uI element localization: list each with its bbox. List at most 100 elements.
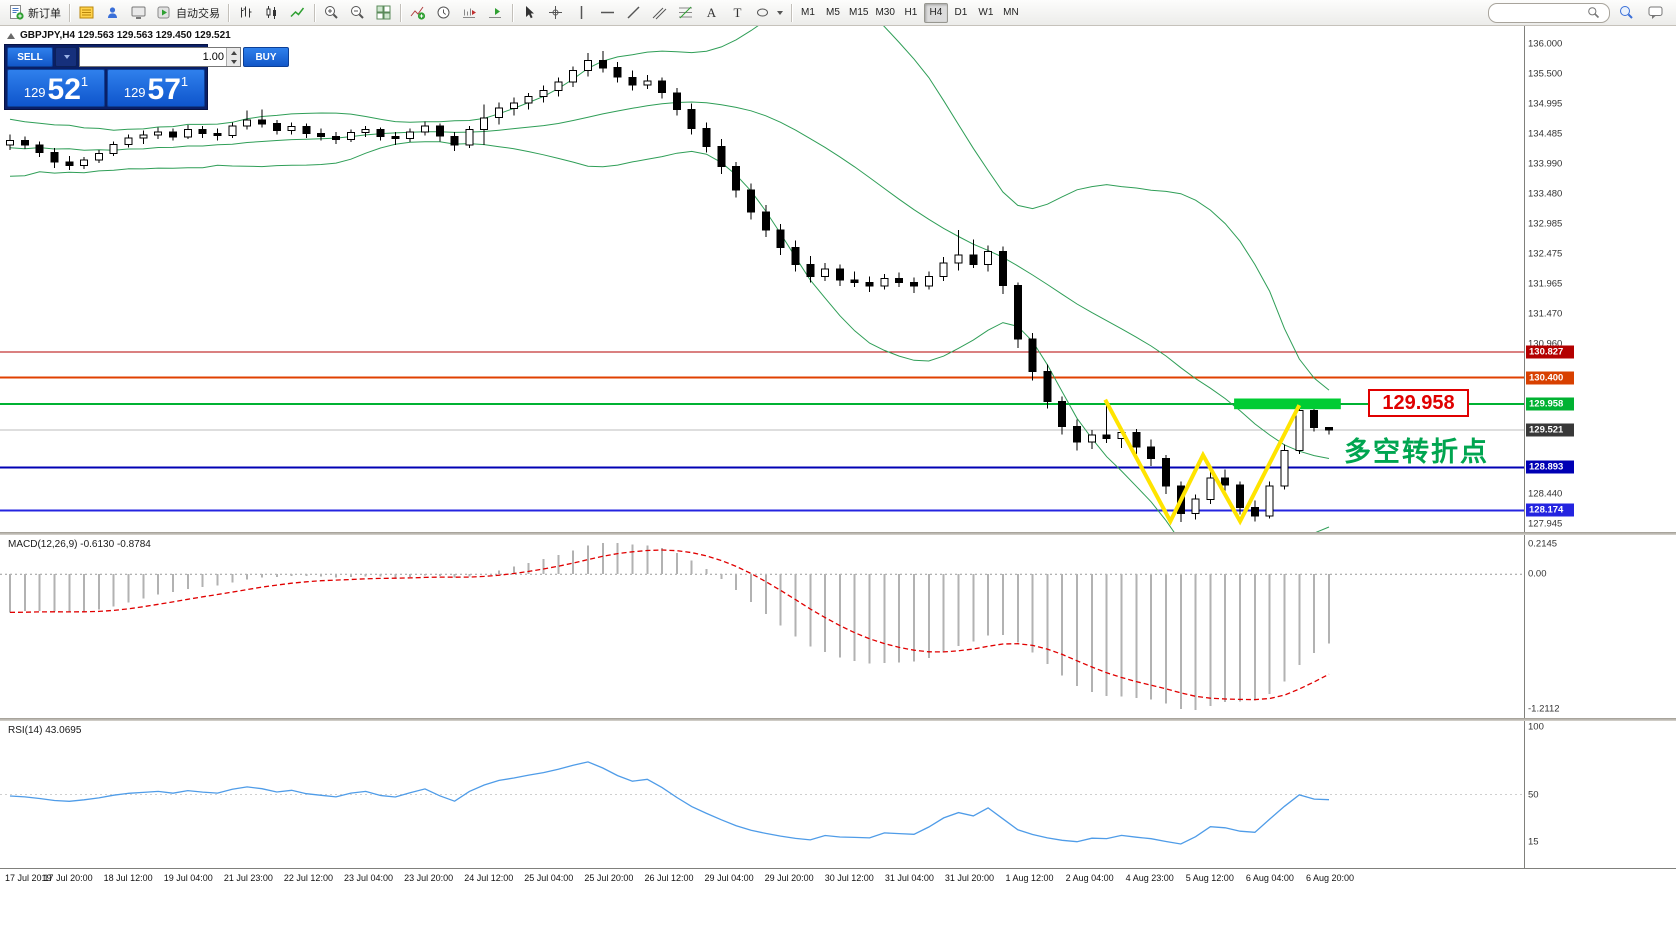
channel-tool-button[interactable] [647, 2, 672, 24]
timeframe-mn[interactable]: MN [999, 3, 1023, 23]
volume-input[interactable] [80, 48, 226, 66]
fibonacci-tool-button[interactable] [673, 2, 698, 24]
sell-price-button[interactable]: 129 52 1 [7, 69, 105, 107]
autotrading-button[interactable]: 自动交易 [152, 2, 224, 24]
buy-price-button[interactable]: 129 57 1 [107, 69, 205, 107]
shapes-icon [757, 8, 768, 17]
bollinger-bands [9, 26, 1330, 532]
market-watch-icon [79, 6, 94, 19]
label-tool-button[interactable]: T [725, 2, 750, 24]
rsi-scale-label: 100 [1528, 721, 1544, 733]
tile-windows-icon [376, 5, 391, 20]
fibonacci-icon [679, 6, 692, 19]
time-axis-label: 23 Jul 20:00 [404, 873, 454, 883]
rsi-scale-label: 50 [1528, 789, 1539, 800]
channel-icon [652, 7, 667, 20]
w-pattern-drawing[interactable] [1103, 398, 1302, 526]
toolbar-separator [400, 3, 401, 22]
timeframe-h4[interactable]: H4 [923, 2, 948, 23]
timeframe-m15[interactable]: M15 [846, 3, 871, 23]
price-scale-label: 130.960 [1528, 338, 1563, 350]
time-axis: 17 Jul 2019 17 Jul 20:00 18 Jul 12:00 19 Ju… [0, 869, 1524, 893]
line-chart-button[interactable] [285, 2, 310, 24]
text-tool-button[interactable]: A [699, 2, 724, 24]
indicators-button[interactable] [405, 2, 430, 24]
shapes-dropdown-arrow [777, 10, 783, 15]
timeframe-h1[interactable]: H1 [899, 3, 923, 23]
time-axis-label: 6 Aug 20:00 [1305, 873, 1354, 883]
price-scale-label: 128.440 [1528, 488, 1563, 500]
chat-button[interactable] [1643, 2, 1668, 24]
price-scale-label: 135.500 [1528, 68, 1563, 80]
time-axis-label: 4 Aug 23:00 [1125, 873, 1174, 883]
volume-stepper [226, 48, 240, 66]
timeframe-m5[interactable]: M5 [821, 3, 845, 23]
market-watch-button[interactable] [74, 2, 99, 24]
zoom-in-button[interactable] [319, 2, 344, 24]
toolbar-right-group [1488, 2, 1672, 24]
new-order-label: 新订单 [28, 7, 61, 20]
panel-divider[interactable] [0, 532, 1676, 535]
timeframe-w1[interactable]: W1 [974, 3, 998, 23]
horizontal-lines [0, 351, 1524, 512]
panel-divider[interactable] [0, 718, 1676, 721]
shapes-tool-button[interactable] [751, 2, 787, 24]
zoom-out-button[interactable] [345, 2, 370, 24]
time-axis-label: 17 Jul 2019 [5, 873, 52, 883]
search-input[interactable] [1493, 6, 1587, 19]
cursor-icon [526, 6, 534, 19]
navigator-button[interactable] [100, 2, 125, 24]
price-callout: 129.958 [1368, 389, 1469, 417]
volume-dropdown-button[interactable] [55, 47, 77, 67]
trendline-tool-button[interactable] [621, 2, 646, 24]
new-order-button[interactable]: 新订单 [4, 2, 65, 24]
trendline-icon [627, 6, 640, 19]
horizontal-line-icon [601, 11, 614, 14]
one-click-collapse-icon[interactable] [7, 33, 15, 39]
price-scale-label: 132.475 [1528, 248, 1563, 260]
sell-button[interactable]: SELL [7, 47, 53, 67]
time-axis-label: 30 Jul 12:00 [824, 873, 874, 883]
clock-button[interactable] [431, 2, 456, 24]
time-axis-label: 21 Jul 23:00 [223, 873, 273, 883]
chart-shift-button[interactable] [457, 2, 482, 24]
macd-signal-line [9, 549, 1330, 701]
auto-scroll-button[interactable] [483, 2, 508, 24]
search-icon[interactable] [1587, 6, 1600, 19]
toolbar-separator [69, 3, 70, 22]
buy-button[interactable]: BUY [243, 47, 289, 67]
navigator-icon [108, 7, 117, 18]
price-scale-label: 131.470 [1528, 308, 1563, 320]
volume-step-down[interactable] [227, 57, 240, 66]
advanced-search-button[interactable] [1614, 2, 1639, 24]
timeframe-d1[interactable]: D1 [949, 3, 973, 23]
price-scale-label: 133.480 [1528, 188, 1563, 200]
vertical-line-tool-button[interactable] [569, 2, 594, 24]
timeframe-m30[interactable]: M30 [872, 3, 897, 23]
price-scale-label: 133.990 [1528, 158, 1563, 170]
time-axis-label: 22 Jul 12:00 [283, 873, 333, 883]
macd-indicator-label: MACD(12,26,9) -0.6130 -0.8784 [8, 539, 151, 550]
svg-text:A: A [707, 5, 717, 20]
rsi-scale-label: 15 [1528, 836, 1539, 848]
volume-step-up[interactable] [227, 48, 240, 57]
bar-chart-button[interactable] [233, 2, 258, 24]
crosshair-tool-button[interactable] [543, 2, 568, 24]
candlestick-chart-button[interactable] [259, 2, 284, 24]
timeframe-m1[interactable]: M1 [796, 3, 820, 23]
price-badge-129.958: 129.958 [1526, 397, 1574, 411]
vertical-line-icon [580, 6, 583, 19]
horizontal-line-tool-button[interactable] [595, 2, 620, 24]
tile-windows-button[interactable] [371, 2, 396, 24]
toolbar-separator [228, 3, 229, 22]
rsi-indicator-label: RSI(14) 43.0695 [8, 725, 82, 736]
terminal-button[interactable] [126, 2, 151, 24]
cursor-tool-button[interactable] [517, 2, 542, 24]
buy-price-big: 57 [147, 73, 181, 106]
price-scale-label: 134.995 [1528, 98, 1563, 110]
autotrading-icon [157, 6, 170, 19]
bar-chart-icon [241, 6, 252, 18]
support-zone-rectangle[interactable] [1234, 398, 1341, 410]
